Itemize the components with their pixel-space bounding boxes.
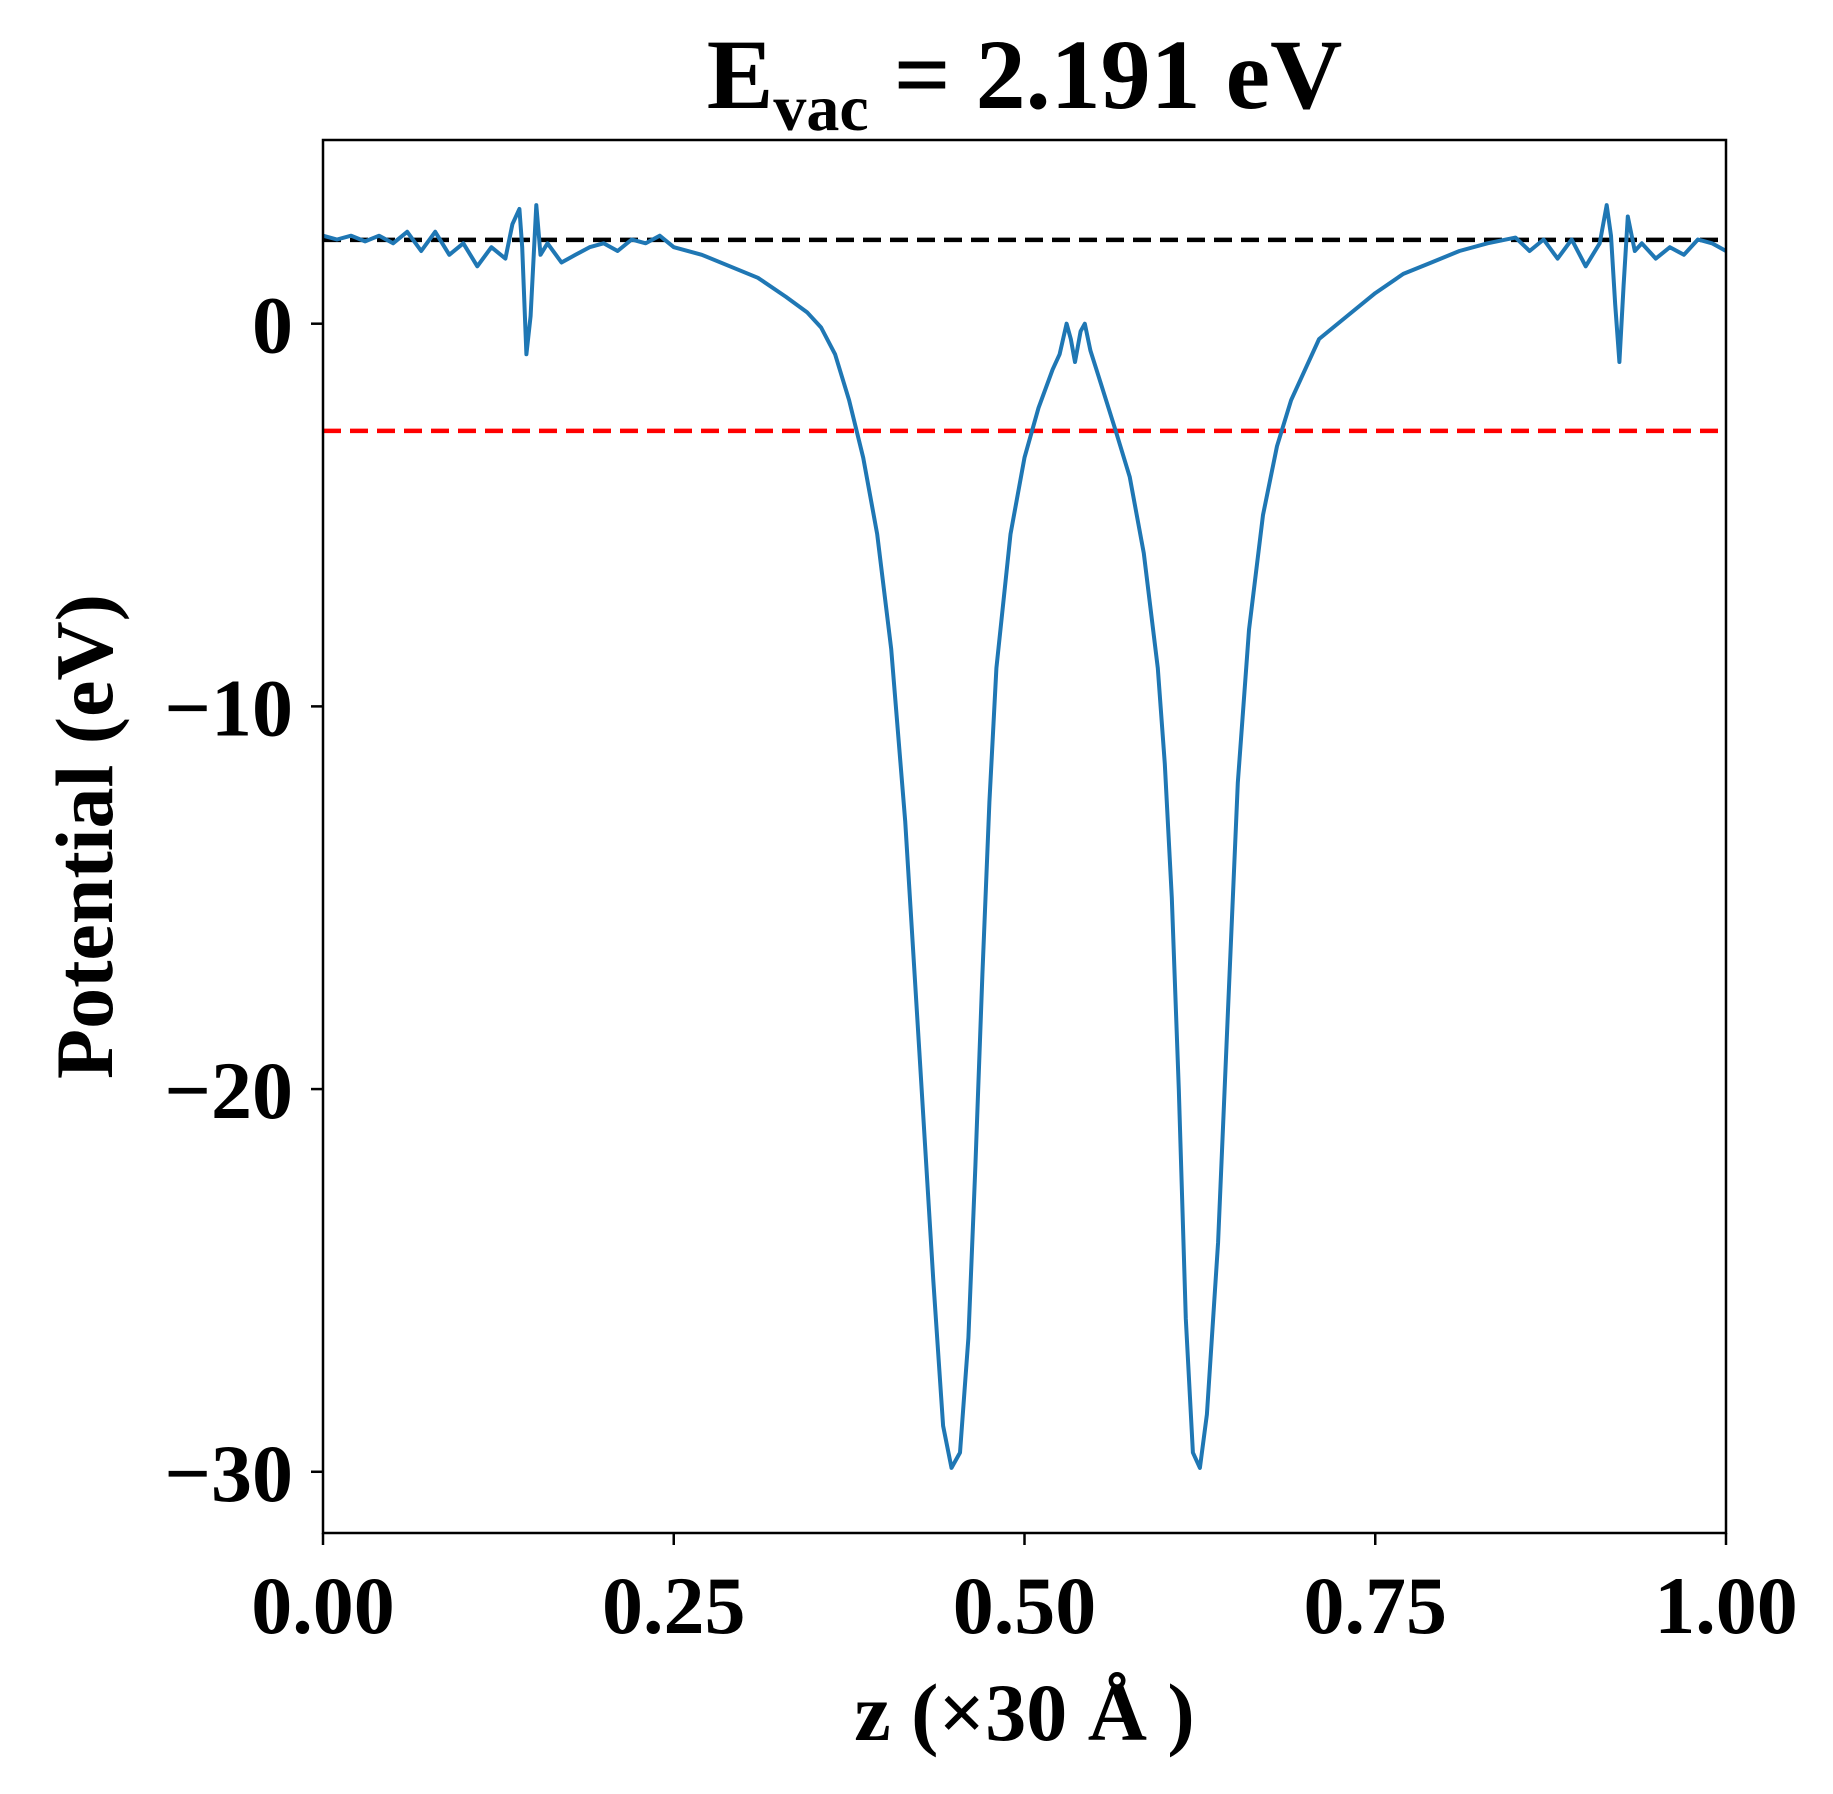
y-tick-label: −20 xyxy=(164,1045,293,1136)
x-axis-label: z (×30 Å ) xyxy=(854,1667,1194,1758)
title-subscript: vac xyxy=(773,72,868,145)
x-tick-label: 1.00 xyxy=(1654,1560,1798,1651)
x-tick-label: 0.75 xyxy=(1304,1560,1448,1651)
x-tick-label: 0.50 xyxy=(953,1560,1097,1651)
y-tick-label: −10 xyxy=(164,662,293,753)
planar-averaged-potential-line xyxy=(322,203,1727,1470)
y-axis-ticks: 0 −10 −20 −30 xyxy=(164,280,323,1519)
chart-title: Evac = 2.191 eV xyxy=(707,19,1343,145)
title-rest: = 2.191 eV xyxy=(869,19,1343,130)
title-main: E xyxy=(707,19,774,130)
plot-frame xyxy=(321,138,1728,1535)
y-tick-label: 0 xyxy=(252,280,293,371)
x-tick-label: 0.00 xyxy=(251,1560,395,1651)
series-layer xyxy=(322,203,1727,1470)
x-axis-ticks: 0.00 0.25 0.50 0.75 1.00 xyxy=(251,1533,1798,1651)
y-axis-label: Potential (eV) xyxy=(39,594,130,1079)
reference-lines xyxy=(323,237,1726,434)
x-tick-label: 0.25 xyxy=(602,1560,746,1651)
y-tick-label: −30 xyxy=(164,1428,293,1519)
